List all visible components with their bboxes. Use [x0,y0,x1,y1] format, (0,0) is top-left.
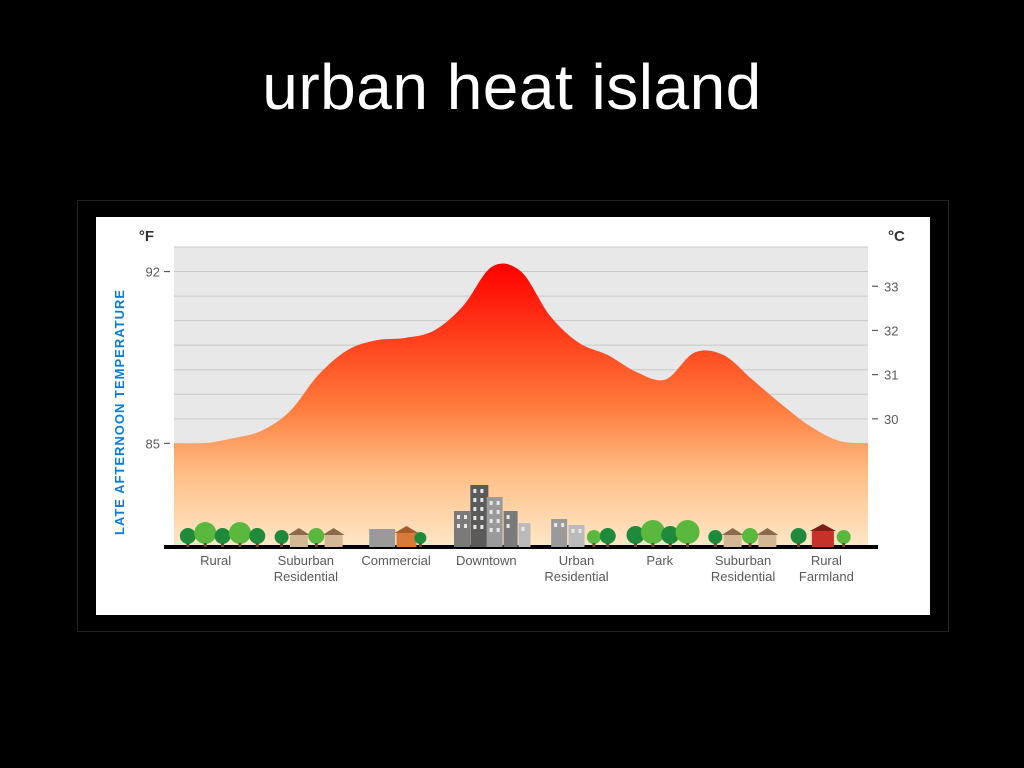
svg-text:33: 33 [884,279,898,294]
svg-text:Residential: Residential [711,569,775,584]
svg-text:°C: °C [888,228,905,245]
svg-text:Rural: Rural [811,553,842,568]
svg-text:Residential: Residential [274,569,338,584]
slide-title: urban heat island [0,0,1024,124]
svg-text:Park: Park [646,553,673,568]
chart-inner: °F 85 92 °C 30 31 32 33 LATE AFTERNOON TEMPERATU… [96,217,930,615]
svg-text:85: 85 [146,436,160,451]
svg-text:92: 92 [146,265,160,280]
svg-text:32: 32 [884,323,898,338]
svg-text:31: 31 [884,368,898,383]
svg-text:Commercial: Commercial [361,553,430,568]
svg-text:Rural: Rural [200,553,231,568]
svg-text:Urban: Urban [559,553,594,568]
svg-text:°F: °F [139,228,154,245]
chart-frame: °F 85 92 °C 30 31 32 33 LATE AFTERNOON TEMPERATU… [77,200,949,632]
svg-text:LATE AFTERNOON TEMPERATURE: LATE AFTERNOON TEMPERATURE [112,289,127,535]
svg-text:Suburban: Suburban [278,553,334,568]
svg-text:Residential: Residential [544,569,608,584]
svg-text:30: 30 [884,412,898,427]
heat-island-chart: °F 85 92 °C 30 31 32 33 LATE AFTERNOON TEMPERATU… [96,217,930,615]
svg-text:Farmland: Farmland [799,569,854,584]
svg-text:Downtown: Downtown [456,553,517,568]
svg-text:Suburban: Suburban [715,553,771,568]
